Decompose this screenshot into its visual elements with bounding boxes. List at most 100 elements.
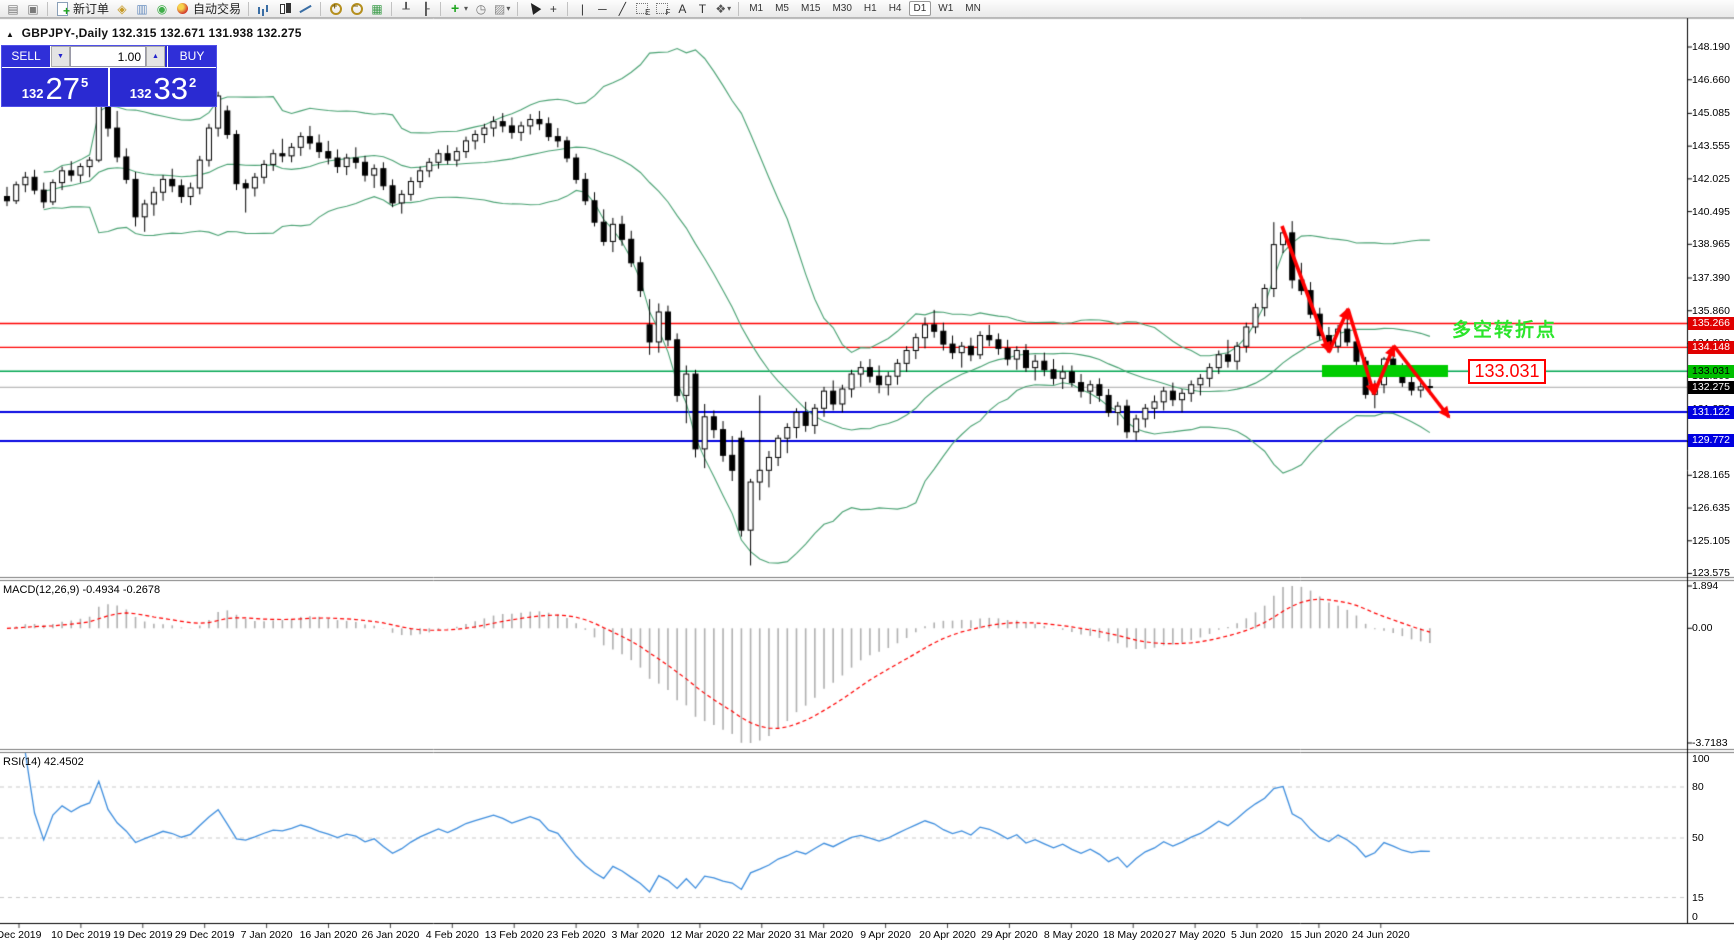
timeframe-button-m30[interactable]: M30	[832, 3, 852, 14]
date-axis-label: 19 Dec 2019	[113, 929, 173, 941]
timeframe-button-h1[interactable]: H1	[863, 3, 877, 14]
market-watch-icon[interactable]: ▤	[7, 1, 19, 16]
trendline-icon[interactable]: ╱	[618, 1, 627, 16]
fibonacci-icon[interactable]: F	[653, 1, 671, 17]
date-axis-label: 20 Apr 2020	[919, 929, 976, 941]
date-axis-label: 22 Mar 2020	[732, 929, 792, 941]
rsi-indicator-label: RSI(14) 42.4502	[3, 756, 84, 768]
signals-icon[interactable]: ◉	[156, 1, 168, 16]
cursor-icon[interactable]	[523, 1, 542, 17]
date-axis-label: 4 Feb 2020	[425, 929, 479, 941]
one-click-trading-panel: SELL ▼ ▲ BUY 132 27 5 132 33 2	[1, 45, 217, 107]
auto-scroll-icon[interactable]: ┸	[402, 1, 410, 16]
new-order-button[interactable]: 新订单	[53, 1, 111, 18]
arrows-shapes-icon[interactable]: ❖ ▾	[715, 1, 732, 16]
autotrading-button[interactable]: 自动交易	[173, 1, 243, 17]
rsi-axis-label: 0	[1692, 911, 1698, 923]
bar-chart-mode-icon[interactable]	[254, 1, 273, 17]
line-chart-mode-icon[interactable]	[296, 1, 315, 17]
price-axis-label: 125.105	[1692, 535, 1730, 547]
zoom-out-icon[interactable]	[347, 1, 366, 17]
timeframe-button-w1[interactable]: W1	[938, 3, 954, 14]
timeframe-button-m15[interactable]: M15	[801, 3, 821, 14]
toolbar-separator	[391, 1, 393, 16]
toolbar-separator	[517, 1, 519, 16]
sell-button[interactable]: SELL	[2, 46, 51, 67]
zoom-in-icon[interactable]	[326, 1, 345, 17]
date-axis-label: 29 Apr 2020	[981, 929, 1038, 941]
date-axis-label: 13 Feb 2020	[484, 929, 544, 941]
sell-price-figure: 132	[21, 86, 44, 101]
collapse-arrow-icon[interactable]: ▲	[6, 30, 15, 39]
turning-point-annotation[interactable]: 多空转折点	[1452, 320, 1558, 341]
text-label-icon[interactable]: T	[698, 1, 707, 16]
toolbar-separator	[440, 1, 442, 16]
timeframe-button-mn[interactable]: MN	[965, 3, 981, 14]
buy-price-pips: 33	[153, 71, 188, 106]
date-axis-label: 29 Dec 2019	[174, 929, 235, 941]
timeframe-button-m5[interactable]: M5	[775, 3, 789, 14]
rsi-axis-label: 15	[1692, 892, 1704, 904]
sell-price-pips: 27	[45, 71, 80, 106]
text-icon[interactable]: A	[678, 1, 687, 16]
timeframe-button-m1[interactable]: M1	[749, 3, 764, 14]
horizontal-line-icon[interactable]: ─	[598, 1, 607, 16]
timeframe-button-d1[interactable]: D1	[908, 1, 932, 16]
price-badge-131.122: 131.122	[1688, 406, 1734, 419]
volume-increase-button[interactable]: ▲	[146, 46, 165, 67]
price-axis-label: 138.965	[1692, 238, 1730, 250]
date-axis-label: 27 May 2020	[1164, 929, 1226, 941]
macd-indicator-label: MACD(12,26,9) -0.4934 -0.2678	[3, 584, 161, 596]
history-center-icon[interactable]: ◈	[117, 1, 127, 16]
rsi-axis-label: 50	[1692, 832, 1704, 844]
date-axis-label: 18 May 2020	[1102, 929, 1164, 941]
price-axis-label: 128.165	[1692, 469, 1730, 481]
toolbar-separator	[248, 1, 250, 16]
rsi-axis-label: 80	[1692, 781, 1704, 793]
price-axis-label: 148.190	[1692, 41, 1730, 53]
date-axis-label: 15 Jun 2020	[1289, 929, 1348, 941]
price-axis-label: 126.635	[1692, 502, 1730, 514]
symbol-ohlc-values: 132.315 132.671 131.938 132.275	[111, 26, 302, 40]
price-badge-133.031: 133.031	[1688, 365, 1734, 378]
crosshair-icon[interactable]: +	[549, 1, 557, 16]
date-axis-label: Dec 2019	[0, 929, 42, 941]
date-axis-label: 8 May 2020	[1043, 929, 1099, 941]
toolbar-separator	[567, 1, 569, 16]
terminal-icon[interactable]: ▥	[136, 1, 148, 16]
price-axis-label: 135.860	[1692, 305, 1730, 317]
tile-windows-icon[interactable]: ▦	[371, 1, 383, 16]
rsi-axis-label: 100	[1692, 753, 1710, 765]
date-axis-label: 5 Jun 2020	[1231, 929, 1283, 941]
sell-price-display[interactable]: 132 27 5	[2, 68, 110, 106]
add-indicator-icon[interactable]: ▾	[446, 0, 470, 17]
date-axis-label: 16 Jan 2020	[299, 929, 358, 941]
date-axis-label: 24 Jun 2020	[1351, 929, 1410, 941]
toolbar-separator	[738, 1, 740, 16]
period-icon[interactable]: ◷	[475, 1, 487, 16]
support-level-text-box[interactable]: 133.031	[1468, 359, 1546, 384]
timeframe-button-h4[interactable]: H4	[888, 3, 902, 14]
volume-input[interactable]	[70, 46, 146, 67]
chart-preview-icon[interactable]: ▣	[27, 1, 39, 16]
vertical-line-icon[interactable]: |	[580, 1, 584, 16]
buy-price-point: 2	[188, 75, 197, 90]
date-axis-label: 10 Dec 2019	[51, 929, 111, 941]
date-axis-label: 9 Apr 2020	[860, 929, 911, 941]
sell-price-point: 5	[80, 75, 89, 90]
buy-button[interactable]: BUY	[167, 46, 216, 67]
equidistant-channel-icon[interactable]: E	[633, 1, 651, 17]
macd-axis-label: -3.7183	[1692, 737, 1728, 749]
toolbar-separator	[320, 1, 322, 16]
volume-decrease-button[interactable]: ▼	[51, 46, 70, 67]
buy-price-display[interactable]: 132 33 2	[110, 68, 216, 106]
candlestick-mode-icon[interactable]	[275, 1, 294, 17]
symbol-name: GBPJPY-,Daily	[21, 26, 109, 40]
chart-shift-icon[interactable]: ┠	[422, 1, 430, 16]
price-badge-129.772: 129.772	[1688, 434, 1734, 447]
template-icon[interactable]: ▨ ▾	[494, 1, 511, 16]
date-axis-label: 7 Jan 2020	[240, 929, 293, 941]
